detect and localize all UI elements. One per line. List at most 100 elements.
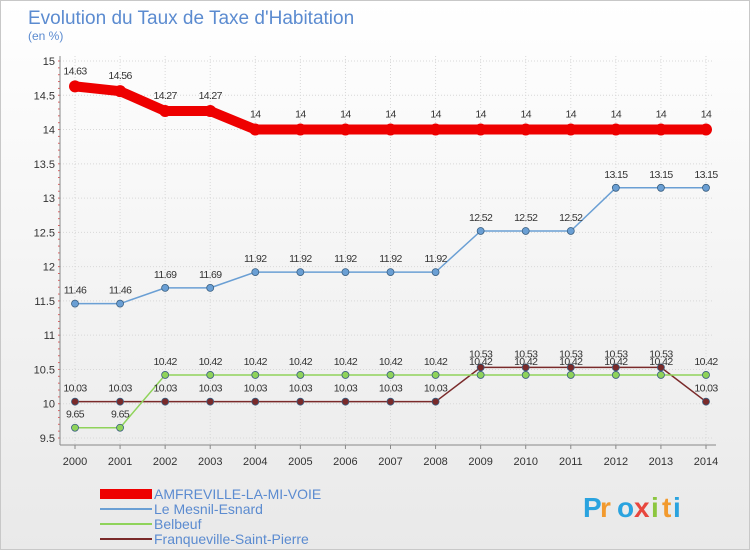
logo-letter: r — [600, 492, 611, 523]
data-label: 11.92 — [289, 253, 312, 265]
data-label: 14 — [340, 109, 351, 121]
series: 14.63 14.56 14.27 14.27 14 14 14 14 14 14 14 14 14 14… — [63, 65, 719, 432]
legend-label-1: Le Mesnil-Esnard — [154, 501, 263, 517]
data-label: 9.65 — [111, 409, 130, 421]
x-tick-label: 2007 — [378, 456, 402, 468]
data-point — [206, 283, 215, 292]
x-tick-label: 2010 — [513, 456, 537, 468]
data-label: 10.53 — [604, 348, 628, 360]
y-tick-label: 13.5 — [34, 159, 55, 171]
data-label: 11.69 — [154, 269, 177, 281]
data-point — [429, 123, 442, 136]
data-label: 10.53 — [559, 348, 583, 360]
data-label: 10.03 — [244, 383, 268, 395]
y-tick-label: 12.5 — [34, 227, 55, 239]
data-point — [657, 371, 665, 379]
data-point — [251, 268, 260, 277]
data-point — [566, 371, 575, 379]
data-point — [521, 371, 530, 379]
data-point — [341, 371, 350, 379]
y-tick-label: 10 — [43, 399, 55, 411]
data-label: 10.03 — [424, 383, 448, 395]
axes: 9.5 10 10.5 11 11.5 12 12.5 13 13.5 14 14.5 15 2000 2… — [34, 56, 718, 468]
data-point — [114, 85, 127, 98]
data-point — [611, 183, 620, 192]
data-point — [611, 363, 620, 372]
data-label: 10.42 — [424, 356, 448, 368]
data-label: 10.03 — [334, 383, 358, 395]
data-point — [296, 371, 305, 379]
y-tick-label: 12 — [43, 262, 55, 274]
data-label: 14 — [701, 109, 712, 121]
data-label: 11.92 — [334, 253, 357, 265]
data-point — [161, 397, 170, 406]
data-point — [519, 123, 532, 136]
data-label: 10.42 — [244, 356, 268, 368]
data-point — [384, 123, 397, 136]
data-point — [657, 183, 665, 192]
x-tick-label: 2002 — [153, 456, 177, 468]
x-tick-label: 2013 — [649, 456, 673, 468]
data-label: 10.03 — [289, 383, 313, 395]
y-tick-label: 14 — [43, 125, 55, 137]
data-point — [566, 227, 575, 235]
data-point — [564, 123, 577, 136]
x-tick-label: 2001 — [108, 456, 132, 468]
data-point — [609, 123, 622, 136]
data-label: 10.42 — [199, 356, 223, 368]
data-point — [161, 371, 170, 379]
legend-label-3: Franqueville-Saint-Pierre — [154, 531, 309, 547]
data-point — [69, 80, 81, 93]
y-tick-label: 10.5 — [34, 364, 55, 376]
data-point — [206, 397, 215, 406]
logo-letter: P — [583, 492, 602, 523]
logo-letter: i — [651, 492, 659, 523]
data-label: 14.63 — [63, 65, 87, 77]
data-label: 10.42 — [334, 356, 358, 368]
data-label: 10.42 — [289, 356, 313, 368]
data-label: 10.53 — [469, 348, 493, 360]
data-label: 11.92 — [424, 253, 447, 265]
data-label: 14 — [611, 109, 622, 121]
data-point — [116, 299, 124, 308]
data-point — [251, 371, 260, 379]
x-tick-label: 2006 — [333, 456, 357, 468]
x-tick-label: 2003 — [198, 456, 222, 468]
data-label: 11.46 — [109, 285, 132, 297]
data-point — [611, 371, 620, 379]
data-point — [476, 227, 485, 235]
x-tick-label: 2005 — [288, 456, 312, 468]
data-label: 11.92 — [244, 253, 267, 265]
y-tick-label: 11 — [44, 330, 55, 342]
x-tick-label: 2014 — [694, 456, 718, 468]
data-point — [386, 268, 395, 277]
data-label: 10.03 — [63, 383, 87, 395]
data-label: 12.52 — [559, 212, 583, 224]
data-label: 14 — [566, 109, 577, 121]
proxiti-logo: Pr o x i t i — [583, 492, 681, 523]
data-label: 13.15 — [649, 169, 673, 181]
data-point — [204, 105, 217, 118]
legend-label-0: AMFREVILLE-LA-MI-VOIE — [154, 486, 321, 502]
data-point — [654, 123, 667, 136]
logo-letter: i — [673, 492, 681, 523]
logo-letter: x — [634, 492, 650, 523]
data-point — [339, 123, 352, 136]
data-point — [341, 397, 350, 406]
data-point — [386, 397, 395, 406]
chart-title: Evolution du Taux de Taxe d'Habitation — [28, 8, 354, 29]
y-tick-label: 13 — [43, 193, 55, 205]
data-point — [476, 371, 485, 379]
data-label: 14 — [385, 109, 396, 121]
grid — [60, 56, 714, 445]
data-label: 10.42 — [154, 356, 178, 368]
data-point — [431, 397, 440, 406]
data-label: 13.15 — [694, 169, 718, 181]
data-point — [296, 397, 305, 406]
data-label: 13.15 — [604, 169, 628, 181]
data-point — [521, 363, 530, 372]
x-tick-label: 2011 — [559, 456, 583, 468]
data-point — [700, 123, 712, 136]
